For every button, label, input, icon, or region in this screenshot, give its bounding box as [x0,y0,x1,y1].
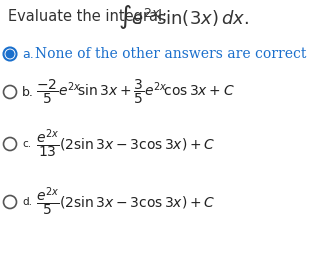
Text: c.: c. [22,139,31,149]
Text: a.: a. [22,47,34,61]
Text: $\dfrac{e^{2x}}{13}(2\sin 3x - 3\cos 3x) + C$: $\dfrac{e^{2x}}{13}(2\sin 3x - 3\cos 3x)… [36,128,215,160]
Text: $\int e^{2x}\!\sin(3x)\,dx.$: $\int e^{2x}\!\sin(3x)\,dx.$ [118,3,249,31]
Text: d.: d. [22,197,32,207]
Text: None of the other answers are correct: None of the other answers are correct [35,47,306,61]
Text: b.: b. [22,85,34,99]
Circle shape [6,50,14,58]
Text: Evaluate the integral:: Evaluate the integral: [8,9,172,25]
Text: $\dfrac{-2}{5}e^{2x}\!\sin 3x + \dfrac{3}{5}e^{2x}\!\cos 3x + C$: $\dfrac{-2}{5}e^{2x}\!\sin 3x + \dfrac{3… [36,78,235,106]
Text: $\dfrac{e^{2x}}{5}(2\sin 3x - 3\cos 3x) + C$: $\dfrac{e^{2x}}{5}(2\sin 3x - 3\cos 3x) … [36,185,215,219]
